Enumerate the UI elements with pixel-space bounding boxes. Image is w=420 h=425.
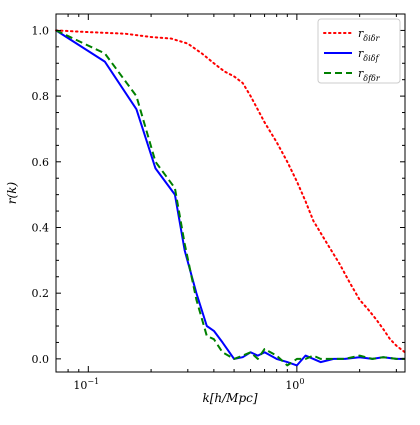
x-tick-exponent: 0: [299, 377, 304, 386]
plot-frame: [55, 13, 406, 373]
ticks-layer: 0.0 0.2 0.4 0.6 0.8 1.0 10−1 100: [32, 13, 405, 392]
series-line-3: [55, 29, 405, 367]
y-tick-label: 1.0: [32, 24, 50, 37]
y-tick-label: 0.0: [32, 353, 50, 366]
series-line-1: [55, 29, 406, 354]
legend-subscript: δfδr: [363, 74, 381, 83]
x-axis-label: k[h/Mpc]: [202, 391, 257, 405]
x-tick-label: 100: [285, 377, 304, 392]
x-tick-exponent: −1: [87, 377, 99, 386]
legend-box: [317, 18, 401, 84]
series-layer: [55, 29, 406, 367]
y-tick-label: 0.8: [32, 90, 50, 103]
y-tick-label: 0.2: [32, 287, 50, 300]
y-tick-label: 0.6: [32, 156, 50, 169]
legend-subscript: δiδr: [363, 34, 380, 43]
legend-subscript: δiδf: [363, 54, 380, 63]
y-axis-label: r(k): [5, 181, 19, 204]
x-tick-label: 10−1: [73, 377, 99, 392]
y-tick-label: 0.4: [32, 221, 50, 234]
